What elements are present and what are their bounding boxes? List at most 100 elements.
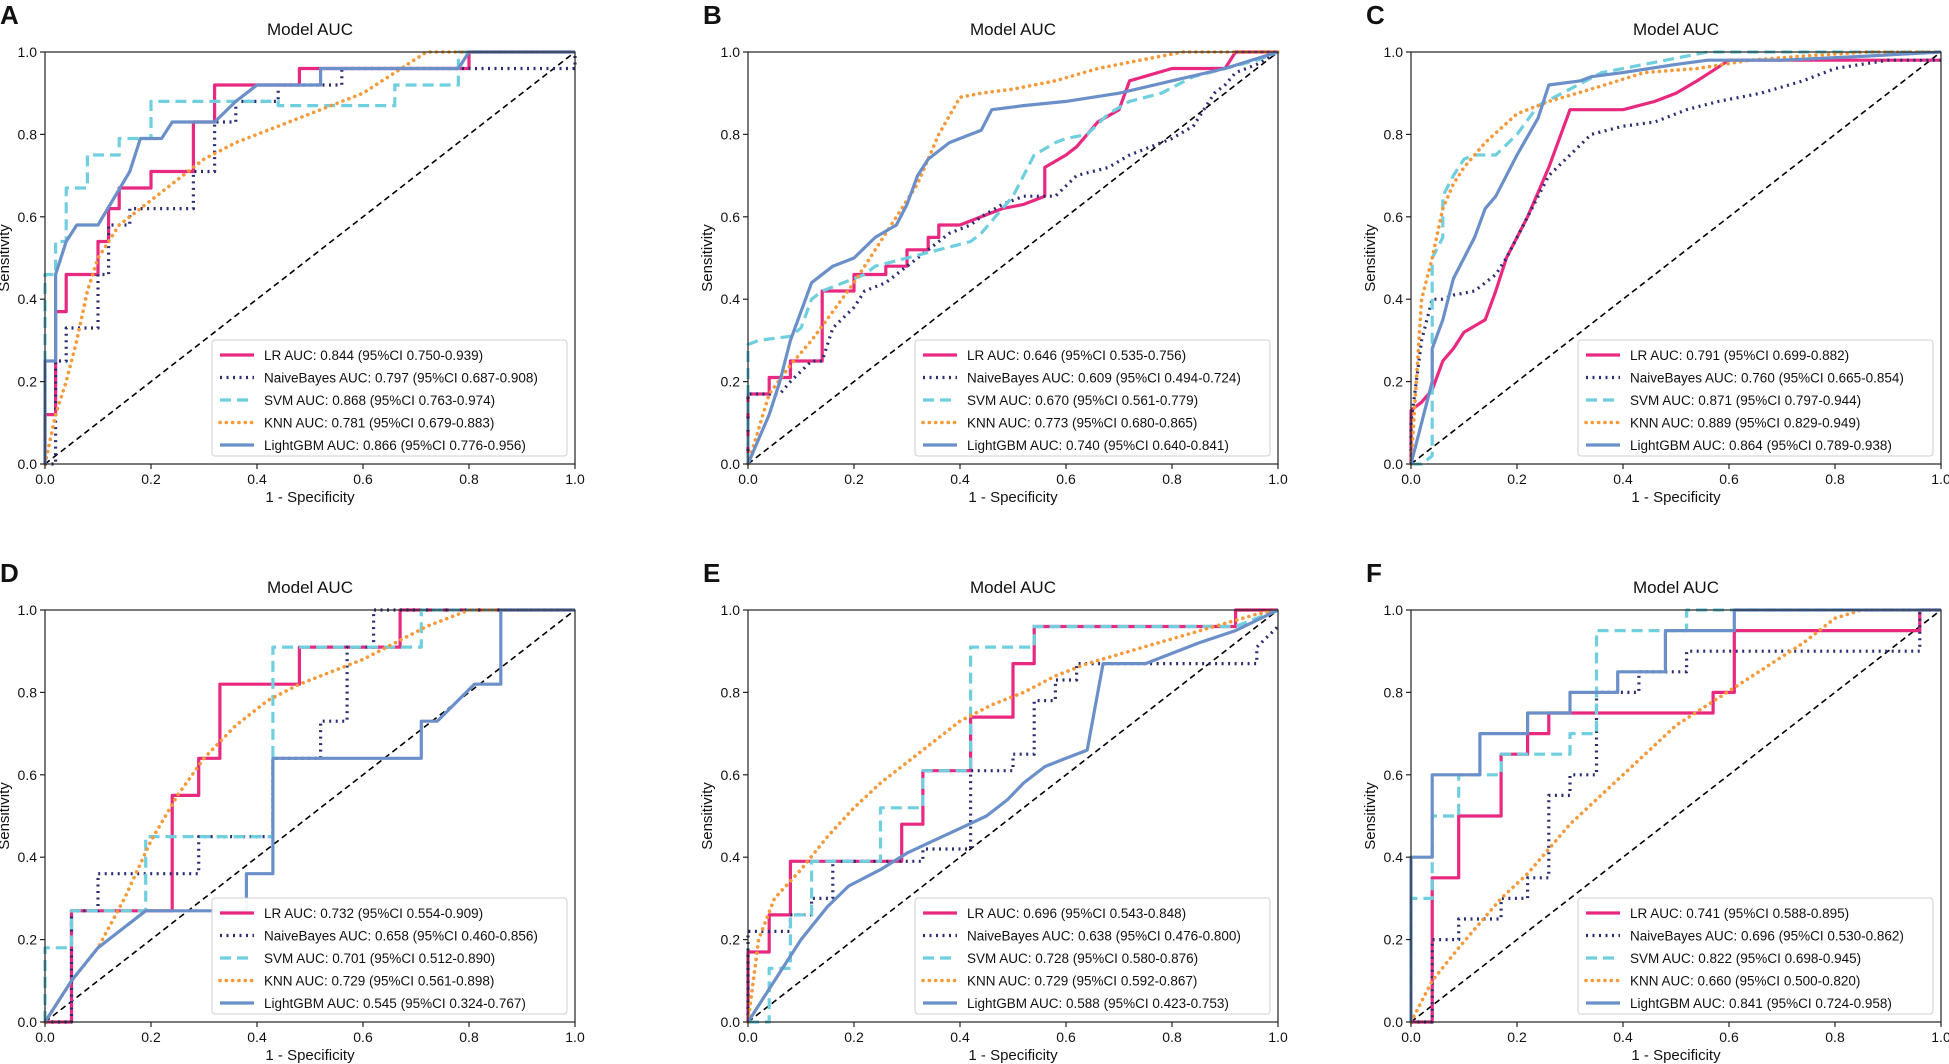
y-tick-label: 0.2: [721, 932, 741, 948]
x-tick-label: 0.0: [738, 471, 758, 487]
y-tick-label: 0.0: [721, 456, 741, 472]
x-tick-label: 0.8: [1162, 1029, 1182, 1045]
y-tick-label: 0.0: [18, 1014, 38, 1030]
y-axis-label: Sensitivity: [0, 782, 13, 850]
x-tick-label: 0.4: [247, 471, 267, 487]
legend-label-lr: LR AUC: 0.791 (95%CI 0.699-0.882): [1630, 348, 1849, 363]
x-tick-label: 0.8: [459, 1029, 479, 1045]
x-axis-label: 1 - Specificity: [265, 1047, 355, 1064]
legend-label-svm: SVM AUC: 0.871 (95%CI 0.797-0.944): [1630, 393, 1861, 408]
y-tick-label: 0.4: [18, 291, 38, 307]
roc-line-naivebayes: [1409, 58, 1941, 464]
x-tick-label: 0.2: [844, 1029, 864, 1045]
x-tick-label: 0.2: [844, 471, 864, 487]
roc-line-knn: [43, 608, 577, 1024]
roc-line-knn: [43, 50, 577, 466]
y-tick-label: 0.4: [1384, 291, 1404, 307]
y-tick-label: 0.0: [721, 1014, 741, 1030]
y-axis-label: Sensitivity: [1362, 782, 1379, 850]
legend-label-knn: KNN AUC: 0.660 (95%CI 0.500-0.820): [1630, 974, 1860, 989]
x-tick-label: 0.4: [247, 1029, 267, 1045]
legend-label-lr: LR AUC: 0.732 (95%CI 0.554-0.909): [264, 906, 483, 921]
legend-box: [211, 339, 568, 457]
legend: LR AUC: 0.732 (95%CI 0.554-0.909) NaiveBa…: [211, 897, 568, 1015]
roc-line-lightgbm: [43, 608, 575, 1023]
y-tick-label: 0.4: [721, 291, 741, 307]
roc-line-svm: [43, 50, 575, 464]
x-axis-label: 1 - Specificity: [1631, 489, 1721, 506]
plot-frame: [1410, 51, 1942, 465]
x-tick-label: 0.8: [459, 471, 479, 487]
roc-line-knn: [1409, 608, 1943, 1024]
chance-diagonal: [1410, 609, 1942, 1023]
x-tick-label: 0.6: [353, 471, 373, 487]
y-tick-label: 1.0: [18, 602, 38, 618]
roc-line-lightgbm: [1409, 608, 1941, 1022]
roc-panel-a: A Model AUC 0.0 0.2 0.4 0.6 0.8 1.0 0.0 0.2 0.4 0.6…: [0, 0, 585, 506]
plot-frame: [44, 51, 576, 465]
roc-line-lr: [1409, 58, 1941, 464]
chart-title: Model AUC: [267, 20, 353, 39]
y-tick-label: 0.2: [721, 374, 741, 390]
legend-label-naivebayes: NaiveBayes AUC: 0.658 (95%CI 0.460-0.856…: [264, 929, 538, 944]
legend-label-knn: KNN AUC: 0.889 (95%CI 0.829-0.949): [1630, 416, 1860, 431]
legend-label-lightgbm: LightGBM AUC: 0.864 (95%CI 0.789-0.938): [1630, 438, 1892, 453]
legend-label-lightgbm: LightGBM AUC: 0.740 (95%CI 0.640-0.841): [967, 438, 1229, 453]
roc-line-naivebayes: [746, 50, 1279, 464]
x-tick-label: 1.0: [1268, 1029, 1288, 1045]
legend-label-naivebayes: NaiveBayes AUC: 0.760 (95%CI 0.665-0.854…: [1630, 371, 1904, 386]
roc-line-knn: [746, 50, 1280, 466]
x-tick-label: 0.6: [1719, 471, 1739, 487]
roc-line-svm: [1409, 608, 1941, 1022]
roc-line-lightgbm: [746, 50, 1279, 465]
legend-label-lr: LR AUC: 0.844 (95%CI 0.750-0.939): [264, 348, 483, 363]
chance-diagonal: [1410, 51, 1942, 465]
x-tick-label: 0.2: [141, 1029, 161, 1045]
x-axis-label: 1 - Specificity: [1631, 1047, 1721, 1064]
y-tick-label: 0.4: [721, 849, 741, 865]
plot-frame: [44, 609, 576, 1023]
legend-label-knn: KNN AUC: 0.773 (95%CI 0.680-0.865): [967, 416, 1197, 431]
series-group: [746, 50, 1280, 466]
roc-line-knn: [1409, 50, 1943, 466]
roc-line-lr: [746, 50, 1278, 464]
legend-box: [1577, 339, 1934, 457]
legend-box: [1577, 897, 1934, 1015]
legend-label-svm: SVM AUC: 0.670 (95%CI 0.561-0.779): [967, 393, 1198, 408]
legend-label-svm: SVM AUC: 0.701 (95%CI 0.512-0.890): [264, 951, 495, 966]
roc-panel-e: E Model AUC 0.0 0.2 0.4 0.6 0.8 1.0 0.0 0.2 0.4 0.6…: [699, 558, 1288, 1064]
x-tick-label: 0.2: [1507, 471, 1527, 487]
legend: LR AUC: 0.696 (95%CI 0.543-0.848) NaiveBa…: [914, 897, 1271, 1015]
plot-frame: [747, 609, 1279, 1023]
panel-letter: D: [0, 558, 19, 588]
legend-label-svm: SVM AUC: 0.868 (95%CI 0.763-0.974): [264, 393, 495, 408]
chance-diagonal: [747, 51, 1279, 465]
x-tick-label: 0.8: [1825, 471, 1845, 487]
x-tick-label: 0.6: [353, 1029, 373, 1045]
x-tick-label: 0.0: [1401, 471, 1421, 487]
legend-label-lightgbm: LightGBM AUC: 0.545 (95%CI 0.324-0.767): [264, 996, 526, 1011]
y-tick-label: 0.0: [1384, 456, 1404, 472]
y-axis-label: Sensitivity: [0, 224, 13, 292]
series-group: [43, 608, 577, 1024]
series-group: [746, 608, 1280, 1024]
x-axis-label: 1 - Specificity: [968, 1047, 1058, 1064]
x-tick-label: 0.2: [1507, 1029, 1527, 1045]
roc-line-lightgbm: [746, 608, 1279, 1023]
y-tick-label: 0.2: [1384, 374, 1404, 390]
y-tick-label: 0.4: [18, 849, 38, 865]
roc-panel-f: F Model AUC 0.0 0.2 0.4 0.6 0.8 1.0 0.0 0.2 0.4 0.6…: [1362, 558, 1949, 1064]
y-tick-label: 0.8: [18, 684, 38, 700]
roc-line-svm: [43, 608, 575, 1022]
legend-label-naivebayes: NaiveBayes AUC: 0.609 (95%CI 0.494-0.724…: [967, 371, 1241, 386]
roc-line-knn: [746, 608, 1280, 1024]
y-axis-label: Sensitivity: [699, 782, 716, 850]
roc-line-lightgbm: [1409, 50, 1942, 465]
legend-box: [914, 897, 1271, 1015]
y-tick-label: 0.6: [721, 767, 741, 783]
x-tick-label: 0.0: [738, 1029, 758, 1045]
roc-panel-d: D Model AUC 0.0 0.2 0.4 0.6 0.8 1.0 0.0 0.2 0.4 0.6…: [0, 558, 585, 1064]
roc-line-naivebayes: [45, 52, 577, 466]
x-tick-label: 0.4: [950, 1029, 970, 1045]
roc-line-svm: [746, 50, 1279, 464]
